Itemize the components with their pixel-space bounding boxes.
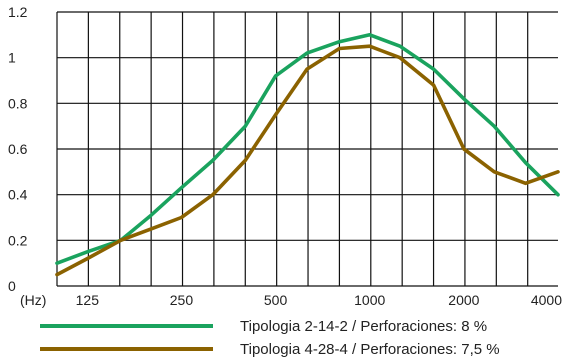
- y-tick-label: 0: [8, 278, 16, 294]
- y-tick-label: 0.4: [8, 187, 28, 203]
- series-line-2: [55, 44, 560, 277]
- series-lines: [55, 32, 560, 277]
- x-tick-label: 2000: [448, 292, 479, 308]
- chart-grid: [56, 11, 558, 287]
- legend-label-2: Tipologia 4-28-4 / Perforaciones: 7,5 %: [240, 341, 500, 358]
- y-tick-label: 1: [8, 50, 16, 66]
- y-tick-label: 0.2: [8, 232, 28, 248]
- x-tick-label: 1000: [354, 292, 385, 308]
- x-axis-ticks: (Hz) 125 250 500 1000 2000 4000: [20, 292, 562, 308]
- x-tick-label: 500: [264, 292, 288, 308]
- series-line-1: [55, 32, 560, 266]
- x-unit-label: (Hz): [20, 292, 46, 308]
- x-tick-label: 4000: [531, 292, 562, 308]
- x-tick-label: 125: [76, 292, 100, 308]
- y-tick-label: 1.2: [8, 4, 28, 20]
- legend-label-1: Tipologia 2-14-2 / Perforaciones: 8 %: [240, 318, 487, 335]
- y-tick-label: 0.6: [8, 141, 28, 157]
- y-axis-ticks: 0 0.2 0.4 0.6 0.8 1 1.2: [8, 4, 28, 294]
- legend: Tipologia 2-14-2 / Perforaciones: 8 % Tip…: [40, 318, 500, 358]
- x-tick-label: 250: [170, 292, 194, 308]
- y-tick-label: 0.8: [8, 95, 28, 111]
